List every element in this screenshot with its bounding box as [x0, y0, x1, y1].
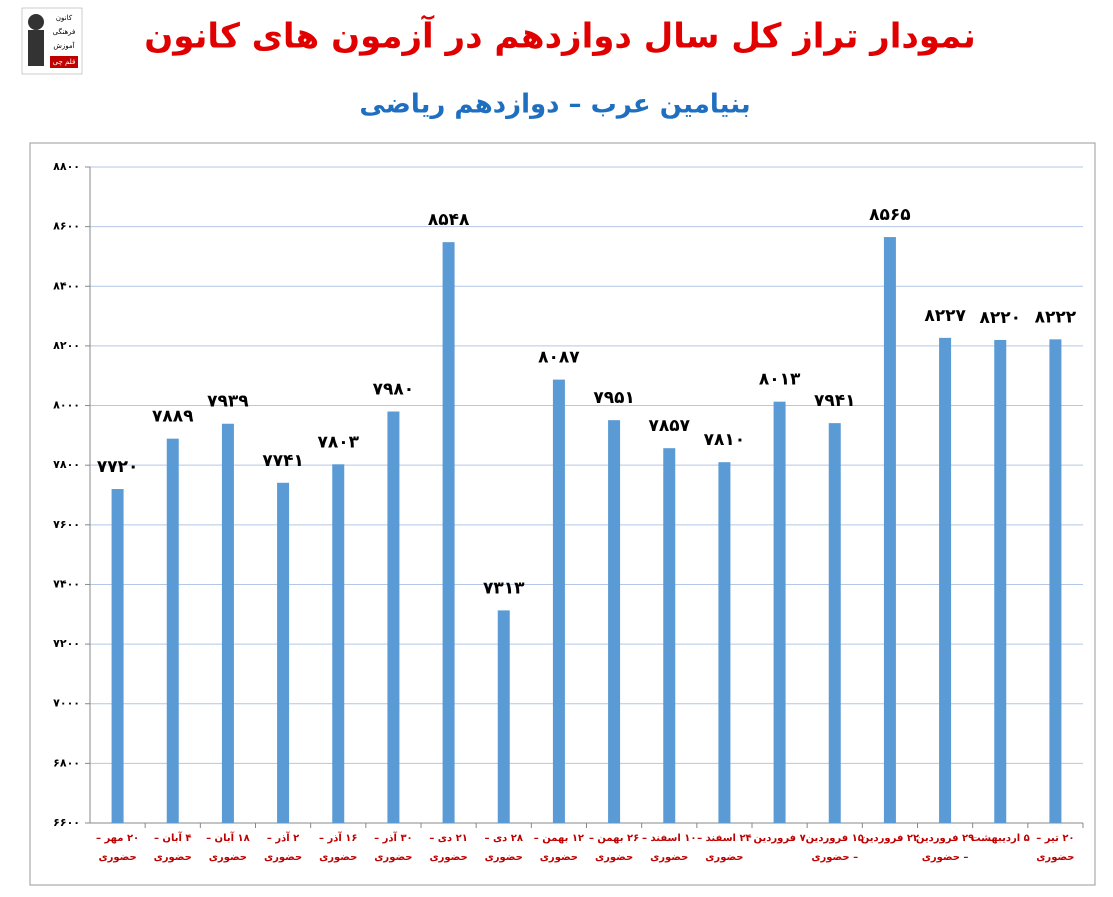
logo-text: کانون [56, 14, 73, 22]
value-label: ۷۷۲۰ [97, 457, 139, 477]
x-tick-label: ۲۹ فروردین – حضوری [915, 833, 975, 863]
x-tick-label: ۲۶ بهمن – حضوری [588, 833, 640, 863]
x-tick-label-box: ۳۰ آذر – حضوری [374, 833, 413, 863]
bar [552, 379, 565, 823]
logo-badge [50, 56, 78, 68]
bar [608, 420, 621, 823]
logo-text: آموزش [53, 41, 75, 50]
bar [442, 242, 455, 823]
x-tick-label-box: ۷ فروردین [753, 833, 806, 844]
value-label: ۷۸۰۳ [317, 432, 359, 452]
x-tick-label: ۲۸ دی – حضوری [484, 833, 523, 863]
value-label: ۷۹۴۱ [814, 391, 856, 411]
x-tick-label-box: ۴ آبان – حضوری [153, 833, 192, 863]
x-tick-label-box: ۲۰ مهر – حضوری [95, 833, 140, 863]
value-label: ۸۰۱۳ [759, 370, 801, 390]
bar [221, 423, 234, 823]
logo-text: فرهنگی [53, 27, 76, 36]
y-tick-label: ۸۰۰۰ [53, 399, 80, 412]
bar [828, 423, 841, 823]
y-tick-label: ۸۸۰۰ [53, 160, 80, 173]
plot-frame [29, 142, 1096, 886]
y-tick-label: ۸۲۰۰ [53, 339, 80, 352]
y-tick-label: ۷۶۰۰ [53, 518, 80, 531]
x-tick-label-box: ۱۰ اسفند – حضوری [641, 833, 697, 863]
x-tick-label-box: ۱۶ آذر – حضوری [318, 833, 358, 863]
bar [277, 482, 290, 823]
y-tick-label: ۷۸۰۰ [53, 458, 80, 471]
value-label: ۸۵۴۸ [428, 210, 470, 230]
x-tick-label-box: ۲ آذر – حضوری [263, 833, 303, 863]
chart-subtitle: بنیامین عرب – دوازدهم ریاضی [359, 90, 750, 120]
x-tick-label-box: ۲۴ اسفند – حضوری [697, 833, 752, 863]
x-tick-label: ۳۰ آذر – حضوری [374, 833, 413, 863]
bar [883, 237, 896, 823]
x-tick-label-box: ۲۹ فروردین – حضوری [915, 833, 975, 863]
y-tick-label: ۷۰۰۰ [53, 697, 80, 710]
y-tick-label: ۸۴۰۰ [53, 279, 80, 292]
x-tick-label: ۲۰ تیر – حضوری [1036, 833, 1075, 863]
x-tick-label: ۱۲ بهمن – حضوری [533, 833, 585, 863]
value-label: ۸۲۲۷ [924, 306, 966, 326]
logo: کانون فرهنگی آموزش قلم چی [21, 7, 83, 75]
value-label: ۷۹۵۱ [593, 388, 635, 408]
value-label: ۷۳۱۳ [483, 578, 525, 598]
bar [718, 462, 731, 823]
value-label: ۸۵۶۵ [869, 205, 911, 225]
x-tick-label-box: ۲۲ فروردین [860, 833, 920, 844]
value-label: ۷۸۱۰ [704, 430, 746, 450]
value-label: ۸۲۲۰ [979, 308, 1021, 328]
x-tick-label: ۵ اردیبهشت [970, 833, 1030, 844]
x-tick-label: ۲۴ اسفند – حضوری [697, 833, 752, 863]
x-tick-label: ۱۰ اسفند – حضوری [641, 833, 697, 863]
value-label: ۷۸۸۹ [152, 407, 194, 427]
x-tick-label-box: ۲۱ دی – حضوری [429, 833, 468, 863]
x-tick-label: ۱۸ آبان – حضوری [206, 833, 250, 863]
value-label: ۷۷۴۱ [262, 451, 304, 471]
bar [332, 464, 345, 823]
bar [663, 448, 676, 823]
x-tick-label: ۲۱ دی – حضوری [429, 833, 468, 863]
logo-icon [28, 14, 44, 30]
x-tick-label: ۲۲ فروردین [860, 833, 920, 844]
bar [994, 339, 1007, 823]
value-label: ۸۲۲۲ [1035, 307, 1077, 327]
x-tick-label: ۷ فروردین [753, 833, 806, 844]
x-tick-label: ۴ آبان – حضوری [153, 833, 192, 863]
x-tick-label-box: ۲۶ بهمن – حضوری [588, 833, 640, 863]
x-tick-label-box: ۱۸ آبان – حضوری [206, 833, 250, 863]
x-tick-label-box: ۱۵ فروردین – حضوری [805, 833, 864, 863]
y-tick-label: ۷۲۰۰ [53, 637, 80, 650]
x-tick-label: ۱۵ فروردین – حضوری [805, 833, 864, 863]
bar [939, 337, 952, 823]
y-tick-label: ۶۸۰۰ [53, 756, 80, 769]
x-tick-label-box: ۱۲ بهمن – حضوری [533, 833, 585, 863]
x-tick-label: ۲۰ مهر – حضوری [95, 833, 140, 863]
bar [1049, 339, 1062, 823]
y-tick-label: ۸۶۰۰ [53, 220, 80, 233]
logo-text: قلم چی [53, 58, 76, 66]
bar [387, 411, 400, 823]
x-tick-label: ۲ آذر – حضوری [263, 833, 303, 863]
y-tick-label: ۷۴۰۰ [53, 577, 80, 590]
bar [166, 438, 179, 823]
y-tick-label: ۶۶۰۰ [53, 816, 80, 829]
value-label: ۷۹۸۰ [373, 380, 415, 400]
bar [497, 610, 510, 823]
x-tick-label-box: ۲۸ دی – حضوری [484, 833, 523, 863]
bar [773, 401, 786, 823]
x-tick-label: ۱۶ آذر – حضوری [318, 833, 358, 863]
value-label: ۷۹۳۹ [207, 392, 249, 412]
chart-title: نمودار تراز کل سال دوازدهم در آزمون های … [144, 15, 976, 57]
bar [111, 489, 124, 823]
logo-icon [28, 30, 44, 66]
value-label: ۷۸۵۷ [648, 416, 690, 436]
x-tick-label-box: ۵ اردیبهشت [970, 833, 1030, 844]
value-label: ۸۰۸۷ [538, 348, 580, 368]
x-tick-label-box: ۲۰ تیر – حضوری [1036, 833, 1075, 863]
